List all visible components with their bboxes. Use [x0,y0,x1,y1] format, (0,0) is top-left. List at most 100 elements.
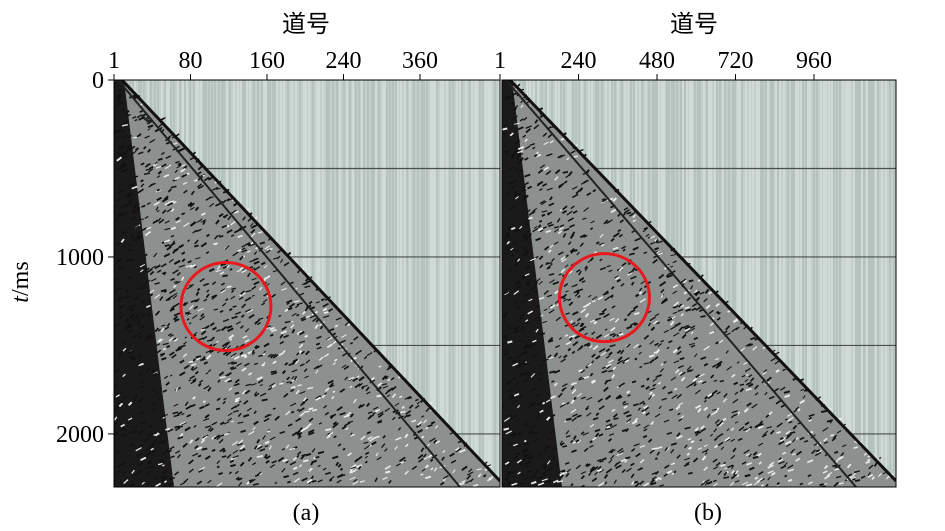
wavelet-mark [520,463,523,467]
wavelet-mark [227,379,233,383]
wavelet-mark [508,246,514,251]
wavelet-mark [118,145,125,150]
wavelet-mark [230,366,237,371]
wavelet-mark [504,235,510,239]
wavelet-mark [782,451,787,455]
wavelet-mark [633,343,639,349]
wavelet-mark [795,437,799,441]
wavelet-mark [767,464,774,469]
wavelet-mark [407,396,412,400]
wavelet-mark [229,267,233,271]
wavelet-mark [195,256,201,260]
wavelet-mark [589,444,594,448]
wavelet-mark [597,482,605,487]
wavelet-mark [197,454,202,458]
wavelet-mark [731,327,738,333]
wavelet-mark [667,317,673,322]
wavelet-mark [528,232,532,238]
wavelet-mark [530,480,537,485]
wavelet-mark [502,127,508,131]
wavelet-mark [642,434,648,439]
wavelet-mark [610,286,615,290]
wavelet-mark [193,331,198,336]
wavelet-mark [420,473,424,476]
wavelet-mark [592,417,599,421]
wavelet-mark [573,283,578,287]
wavelet-mark [220,288,226,292]
wavelet-mark [714,357,720,361]
wavelet-mark [633,443,640,447]
wavelet-mark [784,474,788,478]
wavelet-mark [136,133,142,138]
wavelet-mark [273,257,279,260]
wavelet-mark [615,464,622,470]
wavelet-mark [172,411,179,415]
wavelet-mark [264,413,270,419]
wavelet-mark [323,315,330,319]
wavelet-mark [232,305,237,308]
wavelet-mark [165,298,171,302]
wavelet-mark [677,364,684,369]
wavelet-mark [137,320,141,325]
wavelet-mark [512,376,517,381]
wavelet-mark [243,413,250,418]
wavelet-mark [135,313,141,318]
wavelet-mark [633,322,639,327]
wavelet-mark [195,355,202,359]
wavelet-mark [577,439,582,444]
wavelet-mark [616,349,622,354]
wavelet-mark [290,281,294,285]
wavelet-mark [226,325,233,329]
wavelet-mark [503,352,508,356]
wavelet-mark [173,315,178,321]
wavelet-mark [174,425,181,429]
wavelet-mark [712,479,717,483]
wavelet-mark [567,241,572,246]
wavelet-mark [766,376,772,382]
wavelet-mark [704,288,710,294]
wavelet-mark [648,354,655,358]
wavelet-mark [360,403,365,408]
wavelet-mark [244,389,251,395]
wavelet-mark [264,440,270,445]
wavelet-mark [382,434,386,439]
wavelet-mark [523,453,528,458]
wavelet-mark [584,265,588,270]
wavelet-mark [360,435,366,441]
wavelet-mark [281,349,286,355]
wavelet-mark [620,283,625,287]
wavelet-mark [549,304,556,309]
wavelet-mark [200,328,206,332]
wavelet-mark [715,341,719,345]
wavelet-mark [663,329,670,334]
wavelet-mark [206,289,210,293]
wavelet-mark [226,371,232,377]
wavelet-mark [241,389,247,395]
wavelet-mark [197,184,205,190]
wavelet-mark [159,338,164,343]
wavelet-mark [657,381,662,385]
wavelet-mark [149,293,154,297]
wavelet-mark [299,412,305,417]
wavelet-mark [561,258,567,263]
wavelet-mark [748,374,753,378]
wavelet-mark [343,414,350,418]
wavelet-mark [224,215,228,219]
wavelet-mark [114,368,121,374]
wavelet-mark [618,332,624,336]
wavelet-mark [145,367,151,373]
wavelet-mark [172,200,177,204]
wavelet-mark [234,399,240,403]
wavelet-mark [518,459,525,465]
x-tick-label: 480 [639,48,675,74]
wavelet-mark [589,257,594,262]
wavelet-mark [769,429,775,435]
wavelet-mark [339,473,346,478]
wavelet-mark [320,298,325,302]
wavelet-mark [321,394,326,399]
wavelet-mark [281,369,287,375]
wavelet-mark [660,340,664,343]
wavelet-mark [194,444,199,450]
wavelet-mark [601,198,607,203]
wavelet-mark [622,403,629,406]
